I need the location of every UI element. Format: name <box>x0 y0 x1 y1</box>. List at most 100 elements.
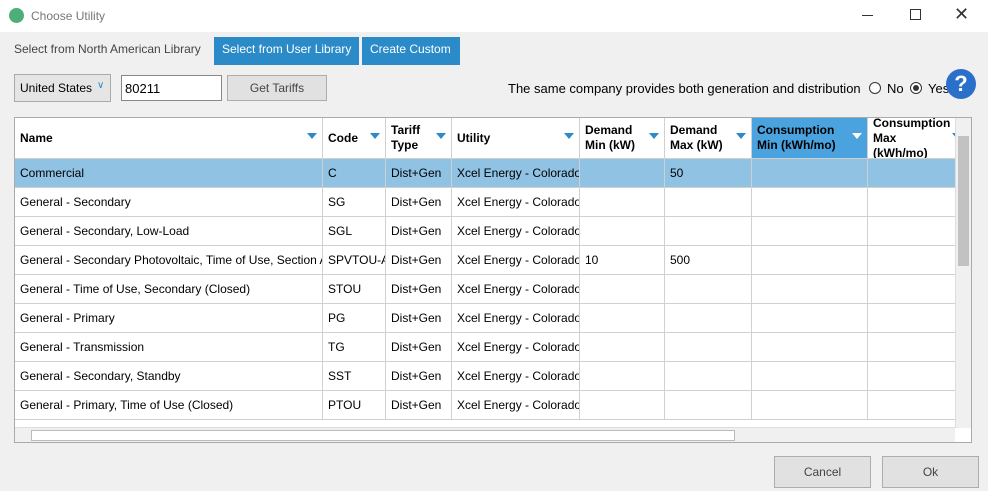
table-cell[interactable]: Xcel Energy - Colorado <box>452 275 580 304</box>
table-cell[interactable]: Dist+Gen <box>386 246 452 275</box>
table-cell[interactable] <box>580 217 665 246</box>
table-cell[interactable] <box>665 333 752 362</box>
table-cell[interactable]: Xcel Energy - Colorado <box>452 246 580 275</box>
minimize[interactable] <box>862 15 873 16</box>
table-cell[interactable]: SGL <box>323 217 386 246</box>
table-cell[interactable] <box>752 333 868 362</box>
tab[interactable]: Select from North American Library <box>14 42 201 56</box>
table-cell[interactable]: SST <box>323 362 386 391</box>
table-cell[interactable]: General - Secondary, Standby <box>15 362 323 391</box>
radio-yes[interactable] <box>910 82 922 94</box>
filter-icon[interactable] <box>307 133 317 139</box>
table-cell[interactable] <box>580 159 665 188</box>
table-cell[interactable]: Dist+Gen <box>386 188 452 217</box>
table-cell[interactable]: General - Primary, Time of Use (Closed) <box>15 391 323 420</box>
table-cell[interactable]: General - Transmission <box>15 333 323 362</box>
filter-icon[interactable] <box>436 133 446 139</box>
scroll-thumb[interactable] <box>958 136 969 266</box>
table-cell[interactable] <box>868 304 968 333</box>
table-cell[interactable] <box>868 333 968 362</box>
filter-icon[interactable] <box>852 133 862 139</box>
column-header[interactable]: Name <box>15 118 323 159</box>
table-cell[interactable] <box>580 188 665 217</box>
table-cell[interactable]: Dist+Gen <box>386 333 452 362</box>
table-cell[interactable]: Dist+Gen <box>386 217 452 246</box>
table-cell[interactable] <box>752 188 868 217</box>
table-cell[interactable] <box>580 275 665 304</box>
table-cell[interactable]: Xcel Energy - Colorado <box>452 159 580 188</box>
table-cell[interactable] <box>752 391 868 420</box>
radio-no[interactable] <box>869 82 881 94</box>
filter-icon[interactable] <box>649 133 659 139</box>
country-select[interactable]: United States ∨ <box>14 74 111 102</box>
column-header[interactable]: Utility <box>452 118 580 159</box>
table-cell[interactable]: Dist+Gen <box>386 362 452 391</box>
tab[interactable]: Create Custom <box>362 37 460 65</box>
table-cell[interactable]: 500 <box>665 246 752 275</box>
zip-input[interactable]: 80211 <box>121 75 222 101</box>
table-cell[interactable] <box>752 246 868 275</box>
table-cell[interactable] <box>665 362 752 391</box>
table-cell[interactable] <box>580 391 665 420</box>
table-cell[interactable] <box>868 391 968 420</box>
table-cell[interactable]: SG <box>323 188 386 217</box>
close[interactable]: ✕ <box>954 4 970 24</box>
table-cell[interactable] <box>665 217 752 246</box>
column-header[interactable]: Code <box>323 118 386 159</box>
table-cell[interactable]: Xcel Energy - Colorado <box>452 217 580 246</box>
table-cell[interactable]: STOU <box>323 275 386 304</box>
table-cell[interactable] <box>752 217 868 246</box>
table-cell[interactable]: General - Time of Use, Secondary (Closed… <box>15 275 323 304</box>
table-cell[interactable]: Dist+Gen <box>386 275 452 304</box>
table-cell[interactable] <box>665 188 752 217</box>
table-cell[interactable] <box>580 362 665 391</box>
table-cell[interactable] <box>868 188 968 217</box>
table-cell[interactable]: Commercial <box>15 159 323 188</box>
horizontal-scrollbar[interactable] <box>15 427 955 442</box>
table-cell[interactable]: General - Secondary <box>15 188 323 217</box>
table-cell[interactable] <box>665 391 752 420</box>
table-cell[interactable] <box>665 304 752 333</box>
table-cell[interactable]: Xcel Energy - Colorado <box>452 362 580 391</box>
table-cell[interactable] <box>868 275 968 304</box>
column-header[interactable]: Demand Max (kW) <box>665 118 752 159</box>
column-header[interactable]: Tariff Type <box>386 118 452 159</box>
column-header[interactable]: Consumption Max (kWh/mo) <box>868 118 968 159</box>
table-cell[interactable]: SPVTOU-A <box>323 246 386 275</box>
help-button[interactable]: ? <box>946 69 976 99</box>
table-cell[interactable] <box>868 246 968 275</box>
table-cell[interactable] <box>868 159 968 188</box>
table-cell[interactable]: PTOU <box>323 391 386 420</box>
tab[interactable]: Select from User Library <box>214 37 360 65</box>
filter-icon[interactable] <box>370 133 380 139</box>
table-cell[interactable] <box>868 217 968 246</box>
table-cell[interactable] <box>752 304 868 333</box>
table-cell[interactable] <box>665 275 752 304</box>
table-cell[interactable] <box>580 304 665 333</box>
table-cell[interactable] <box>752 275 868 304</box>
table-cell[interactable] <box>752 159 868 188</box>
table-cell[interactable]: TG <box>323 333 386 362</box>
vertical-scrollbar[interactable] <box>955 118 971 428</box>
table-cell[interactable]: Xcel Energy - Colorado <box>452 304 580 333</box>
table-cell[interactable] <box>580 333 665 362</box>
filter-icon[interactable] <box>736 133 746 139</box>
table-cell[interactable]: General - Secondary, Low-Load <box>15 217 323 246</box>
table-cell[interactable]: Xcel Energy - Colorado <box>452 333 580 362</box>
table-cell[interactable]: General - Primary <box>15 304 323 333</box>
table-cell[interactable]: Dist+Gen <box>386 391 452 420</box>
table-cell[interactable]: 10 <box>580 246 665 275</box>
table-cell[interactable] <box>868 362 968 391</box>
filter-icon[interactable] <box>564 133 574 139</box>
table-cell[interactable]: 50 <box>665 159 752 188</box>
get-tariffs-button[interactable]: Get Tariffs <box>227 75 327 101</box>
scroll-thumb[interactable] <box>31 430 735 441</box>
table-cell[interactable]: General - Secondary Photovoltaic, Time o… <box>15 246 323 275</box>
maximize[interactable] <box>910 9 921 20</box>
table-cell[interactable]: C <box>323 159 386 188</box>
table-cell[interactable]: Xcel Energy - Colorado <box>452 391 580 420</box>
column-header[interactable]: Consumption Min (kWh/mo) <box>752 118 868 159</box>
table-cell[interactable] <box>752 362 868 391</box>
table-cell[interactable]: Dist+Gen <box>386 159 452 188</box>
table-cell[interactable]: Dist+Gen <box>386 304 452 333</box>
